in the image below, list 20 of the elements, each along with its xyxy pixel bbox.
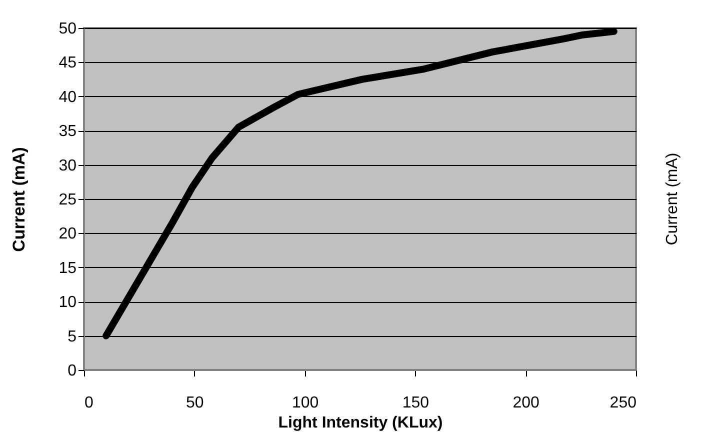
y-tick-label: 10 (58, 294, 77, 312)
y-tick-label: 0 (68, 362, 77, 380)
x-tick-label: 100 (292, 394, 319, 412)
y-tick-label: 25 (58, 192, 77, 208)
x-tick-label: 0 (84, 394, 94, 412)
x-tick-label: 50 (186, 394, 204, 412)
y-tick-label: 50 (58, 20, 77, 38)
y-tick-label: 20 (58, 226, 77, 243)
y-tick-label: 30 (58, 157, 77, 174)
x-tick-label: 250 (610, 394, 637, 412)
x-tick-label: 200 (512, 394, 540, 412)
y-tick-label: 45 (58, 54, 77, 72)
x-tick-label: 150 (402, 394, 430, 412)
x-axis-title: Light Intensity (KLux) (278, 414, 443, 432)
y-tick-label: 35 (58, 123, 77, 140)
y-axis-title: Current (mA) (10, 147, 29, 252)
y-tick-label: 15 (58, 260, 77, 277)
y-tick-label: 40 (58, 88, 77, 106)
y-tick-label: 5 (68, 328, 77, 346)
y2-axis-title: Current (mA) (664, 152, 681, 246)
